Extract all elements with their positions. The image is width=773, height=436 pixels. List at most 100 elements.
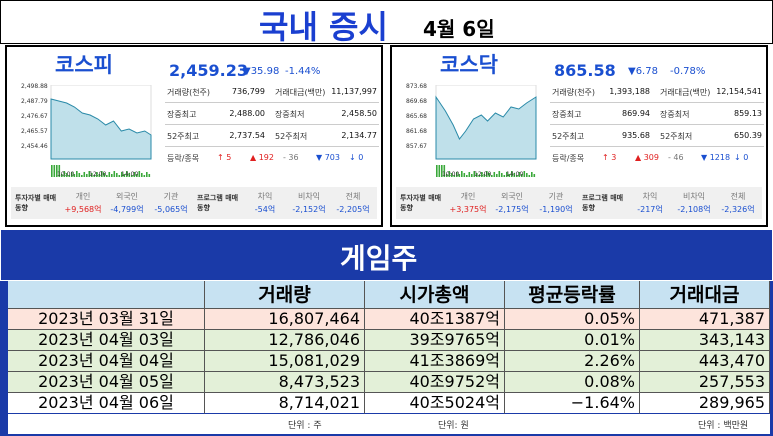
table-cell: 40조1387억	[365, 309, 505, 330]
breadth-value: ↑ 3	[602, 153, 617, 162]
stat-label: 장중최저	[660, 110, 690, 119]
breadth-value: - 46	[668, 153, 684, 162]
flow-value: -2,108억	[677, 205, 711, 214]
stat-value: 935.68	[622, 131, 650, 140]
x-tick-label: 10:00	[442, 171, 460, 178]
stat-label: 52주최저	[660, 132, 693, 141]
index-value: 2,459.23	[169, 61, 248, 80]
index-rate: -1.44%	[285, 66, 321, 77]
mini-chart	[50, 85, 152, 177]
stat-value: 2,134.77	[341, 131, 377, 140]
mini-chart	[435, 85, 537, 177]
column-header: 거래대금	[640, 281, 770, 309]
column-header: 평균등락률	[505, 281, 640, 309]
flow-value: -4,799억	[110, 205, 144, 214]
game-title: 게임주	[340, 242, 418, 275]
flow-value: -1,190억	[539, 205, 573, 214]
stat-label: 거래대금(백만)	[660, 88, 711, 97]
header-cell	[8, 281, 205, 309]
flow-label: 프로그램 매매동향	[582, 194, 624, 212]
column-header: 시가총액	[365, 281, 505, 309]
stat-value: 736,799	[231, 87, 265, 96]
flow-name: 개인	[75, 192, 91, 201]
breadth-value: ↓ 0	[734, 153, 749, 162]
x-tick-label: 14:00	[121, 171, 139, 178]
x-tick-label: 12:00	[89, 171, 107, 178]
index-value: 865.58	[554, 61, 616, 80]
breadth-value: ▼ 1218	[701, 153, 731, 162]
table-cell: 2.26%	[505, 351, 640, 372]
breadth-label: 등락/종목	[552, 154, 585, 163]
flow-name: 외국인	[115, 192, 139, 201]
flow-name: 전체	[730, 192, 746, 201]
index-rate: -0.78%	[670, 66, 706, 77]
stat-label: 52주최고	[552, 132, 585, 141]
table-cell: −1.64%	[505, 393, 640, 414]
x-tick-label: 14:00	[506, 171, 524, 178]
breadth-value: ↓ 0	[349, 153, 364, 162]
header: 국내 증시 4월 6일	[0, 0, 773, 46]
y-tick-label: 861.68	[406, 128, 427, 135]
flow-name: 차익	[257, 192, 273, 201]
stat-rule	[550, 146, 764, 147]
kospi-panel: 코스피 2,459.23 ▼35.98 -1.44% 2,498.88 2,487.79 2…	[5, 45, 383, 227]
market-name: 코스닥	[440, 53, 498, 77]
kosdaq-panel: 코스닥 865.58 ▼6.78 -0.78% 873.68 869.68 865.68 86…	[390, 45, 768, 227]
flow-label: 투자자별 매매동향	[400, 194, 442, 212]
stat-rule	[550, 102, 764, 103]
table-cell: 39조9765억	[365, 330, 505, 351]
flow-value: -2,152억	[292, 205, 326, 214]
y-tick-label: 873.68	[406, 83, 427, 90]
row-label: 2023년 04월 06일	[8, 393, 205, 414]
flow-name: 기관	[548, 192, 564, 201]
stat-label: 장중최저	[275, 110, 305, 119]
header-title: 국내 증시	[259, 8, 388, 46]
y-tick-label: 2,487.79	[21, 98, 48, 105]
table-cell: 257,553	[640, 372, 770, 393]
x-tick-label: 10:00	[57, 171, 75, 178]
unit-label: 단위: 원	[438, 421, 469, 431]
flow-value: +3,375억	[449, 205, 487, 214]
stat-value: 1,393,188	[609, 87, 650, 96]
stat-value: 869.94	[622, 109, 650, 118]
flow-strip: 투자자별 매매동향 개인 +9,568억 외국인 -4,799억 기관 -5,065억 프로그…	[11, 187, 377, 219]
stat-label: 거래량(천주)	[167, 88, 211, 97]
x-tick-label: 12:00	[474, 171, 492, 178]
breadth-label: 등락/종목	[167, 154, 200, 163]
stat-rule	[165, 146, 379, 147]
table-cell: 0.05%	[505, 309, 640, 330]
stat-rule	[165, 124, 379, 125]
y-tick-label: 857.67	[406, 143, 427, 150]
y-tick-label: 2,498.88	[21, 83, 48, 90]
stat-value: 2,458.50	[341, 109, 377, 118]
stat-value: 12,154,541	[716, 87, 762, 96]
flow-label: 프로그램 매매동향	[197, 194, 239, 212]
flow-value: -5,065억	[154, 205, 188, 214]
table-cell: 8,714,021	[205, 393, 365, 414]
stat-label: 거래량(천주)	[552, 88, 596, 97]
stat-rule	[165, 102, 379, 103]
table-cell: 40조5024억	[365, 393, 505, 414]
stat-rule	[550, 124, 764, 125]
game-section: 게임주 거래량 시가총액 평균등락률 거래대금 2023년 03월 31일 16,807,…	[0, 229, 773, 436]
y-tick-label: 869.68	[406, 98, 427, 105]
breadth-value: - 36	[283, 153, 299, 162]
stat-label: 거래대금(백만)	[275, 88, 326, 97]
y-tick-label: 2,476.67	[21, 113, 48, 120]
table-cell: 343,143	[640, 330, 770, 351]
stat-value: 2,488.00	[229, 109, 265, 118]
table-cell: 443,470	[640, 351, 770, 372]
table-cell: 16,807,464	[205, 309, 365, 330]
stat-value: 2,737.54	[229, 131, 265, 140]
stat-value: 650.39	[734, 131, 762, 140]
flow-value: -2,326억	[721, 205, 755, 214]
flow-name: 비차익	[682, 192, 706, 201]
table-cell: 41조3869억	[365, 351, 505, 372]
breadth-value: ↑ 5	[217, 153, 232, 162]
flow-name: 개인	[460, 192, 476, 201]
row-label: 2023년 04월 03일	[8, 330, 205, 351]
index-change: ▼6.78	[628, 66, 658, 77]
table-cell: 15,081,029	[205, 351, 365, 372]
flow-value: -2,175억	[495, 205, 529, 214]
